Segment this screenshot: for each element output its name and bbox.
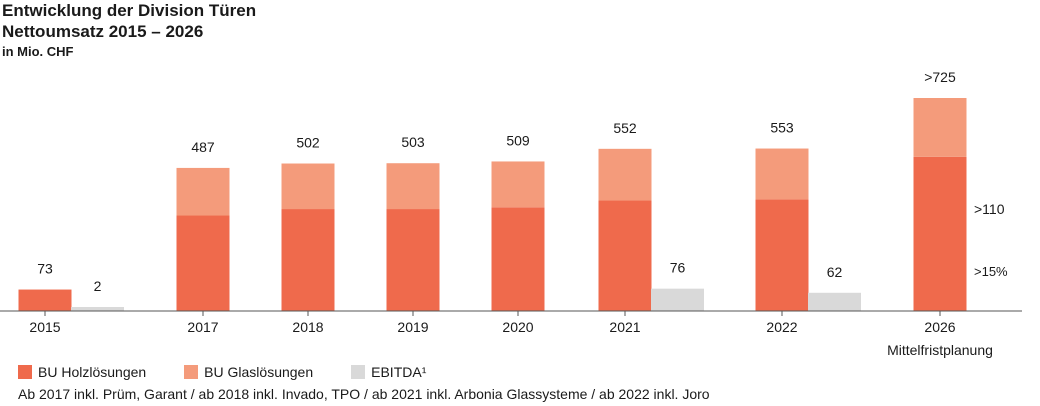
x-tick-label-2026: 2026 [924, 319, 955, 335]
x-tick-label-2019: 2019 [397, 319, 428, 335]
footnote: Ab 2017 inkl. Prüm, Garant / ab 2018 ink… [18, 386, 710, 402]
x-tick-label-2020: 2020 [502, 319, 533, 335]
legend-item-glas: BU Glaslösungen [184, 364, 313, 380]
legend-item-ebitda: EBITDA¹ [351, 364, 426, 380]
bar-holz-2015 [18, 289, 72, 311]
legend-swatch-ebitda [351, 365, 366, 379]
legend-item-holz: BU Holzlösungen [18, 364, 146, 380]
bar-glas-2017 [176, 167, 230, 216]
ebitda-label-2022: 62 [827, 264, 843, 280]
bar-glas-2018 [281, 163, 335, 210]
bar-holz-2017 [176, 215, 230, 311]
legend-label-ebitda: EBITDA¹ [371, 364, 427, 380]
total-label-2021: 552 [613, 120, 637, 136]
annotation-margin-plan: >15% [974, 264, 1008, 279]
bar-glas-2021 [598, 148, 652, 201]
ebitda-label-2021: 76 [670, 260, 686, 276]
bar-holz-2020 [491, 207, 545, 311]
total-label-2018: 502 [296, 135, 320, 151]
total-label-2026: >725 [924, 69, 956, 85]
total-label-2022: 553 [770, 120, 794, 136]
legend-label-holz: BU Holzlösungen [38, 364, 147, 380]
bar-holz-2026 [913, 156, 967, 311]
chart-unit-label: in Mio. CHF [2, 44, 74, 59]
title-block: Entwicklung der Division Türen Nettoumsa… [2, 0, 256, 62]
chart-title-line1: Entwicklung der Division Türen [2, 1, 257, 20]
bar-holz-2021 [598, 200, 652, 311]
x-tick-label-2021: 2021 [609, 319, 640, 335]
total-label-2017: 487 [191, 139, 215, 155]
x-tick-label-2022: 2022 [766, 319, 797, 335]
bar-glas-2022 [755, 148, 809, 200]
bar-holz-2018 [281, 209, 335, 311]
legend-swatch-holz [18, 365, 32, 379]
legend-swatch-glas [184, 365, 199, 379]
total-label-2020: 509 [506, 132, 530, 148]
bar-ebitda-2015 [71, 307, 124, 311]
x-tick-label-2015: 2015 [29, 319, 60, 335]
legend-label-glas: BU Glaslösungen [204, 364, 314, 380]
bar-holz-2022 [755, 199, 809, 311]
annotation-ebitda-plan: >110 [974, 201, 1005, 217]
ebitda-label-2015: 2 [94, 278, 102, 294]
bar-glas-2020 [491, 161, 545, 208]
x-tick-label-2018: 2018 [292, 319, 323, 335]
bar-ebitda-2022 [808, 292, 861, 311]
total-label-2019: 503 [401, 134, 425, 150]
x-sublabel-2026: Mittelfristplanung [887, 342, 993, 358]
x-tick-label-2017: 2017 [187, 319, 218, 335]
legend: BU Holzlösungen BU Glaslösungen EBITDA¹ [18, 364, 464, 380]
bar-ebitda-2021 [651, 288, 704, 311]
bar-holz-2019 [386, 209, 440, 311]
bar-glas-2019 [386, 163, 440, 210]
total-label-2015: 73 [37, 261, 53, 277]
bar-glas-2026 [913, 98, 967, 157]
chart-title-line2: Nettoumsatz 2015 – 2026 [2, 22, 204, 41]
